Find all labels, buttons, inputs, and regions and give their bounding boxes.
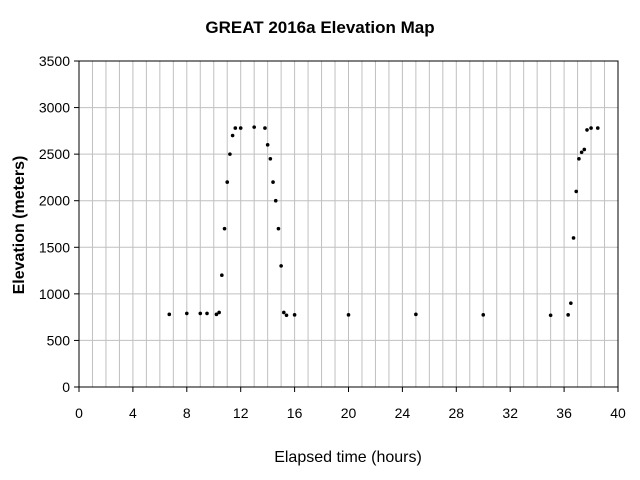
y-tick-label: 2000 [39,193,70,209]
data-point [585,128,589,132]
grid-layer [79,61,618,387]
x-tick-label: 28 [449,405,465,421]
data-point [198,311,203,316]
data-point [228,152,232,156]
data-point [569,301,573,305]
data-point [273,198,278,203]
data-point [292,313,297,317]
y-tick-label: 500 [47,332,71,348]
x-tick-label: 20 [341,405,357,421]
data-point [263,126,267,130]
data-point [276,226,281,231]
tick-label-layer: 0 4 8 12 16 20 24 28 32 36 40 0 500 1000 1500 2000 2500 3… [39,53,626,421]
x-tick-label: 4 [129,405,137,421]
data-point [230,133,235,138]
data-point [167,312,172,317]
data-point [252,125,256,129]
data-point [185,311,189,316]
data-point [265,143,270,147]
data-point [346,313,351,317]
y-axis-label: Elevation (meters) [11,156,28,295]
data-point [282,310,286,315]
data-point [284,313,289,318]
data-point [577,157,581,161]
x-tick-label: 12 [233,405,249,421]
x-tick-label: 0 [75,405,83,421]
y-tick-label: 1500 [39,239,70,255]
y-tick-label: 2500 [39,146,70,162]
y-tick-label: 1000 [39,286,70,302]
data-point [217,310,221,315]
data-point [205,311,209,316]
data-point [548,313,553,318]
x-tick-label: 8 [183,405,191,421]
data-point [571,236,576,240]
data-point [271,180,275,184]
data-point [589,126,593,130]
data-point [579,150,584,155]
data-point [481,313,486,317]
x-tick-label: 40 [610,405,626,421]
data-point [225,180,230,184]
y-tick-label: 0 [62,379,70,395]
x-tick-label: 16 [287,405,303,421]
data-point [222,226,227,231]
data-point [582,147,587,152]
data-point [233,126,238,130]
data-point [220,273,224,278]
data-point [595,126,600,130]
data-points-layer [167,125,600,318]
data-point [214,312,219,317]
chart-title: GREAT 2016a Elevation Map [205,18,434,37]
data-point [279,264,283,268]
data-point [238,126,243,130]
y-tick-label: 3500 [39,53,70,69]
x-tick-label: 32 [502,405,518,421]
data-point [268,157,273,161]
data-point [566,313,570,317]
y-tick-label: 3000 [39,100,70,116]
x-tick-label: 36 [556,405,572,421]
data-point [414,312,418,317]
x-axis-label: Elapsed time (hours) [274,449,422,466]
data-point [574,189,579,194]
x-tick-label: 24 [395,405,411,421]
